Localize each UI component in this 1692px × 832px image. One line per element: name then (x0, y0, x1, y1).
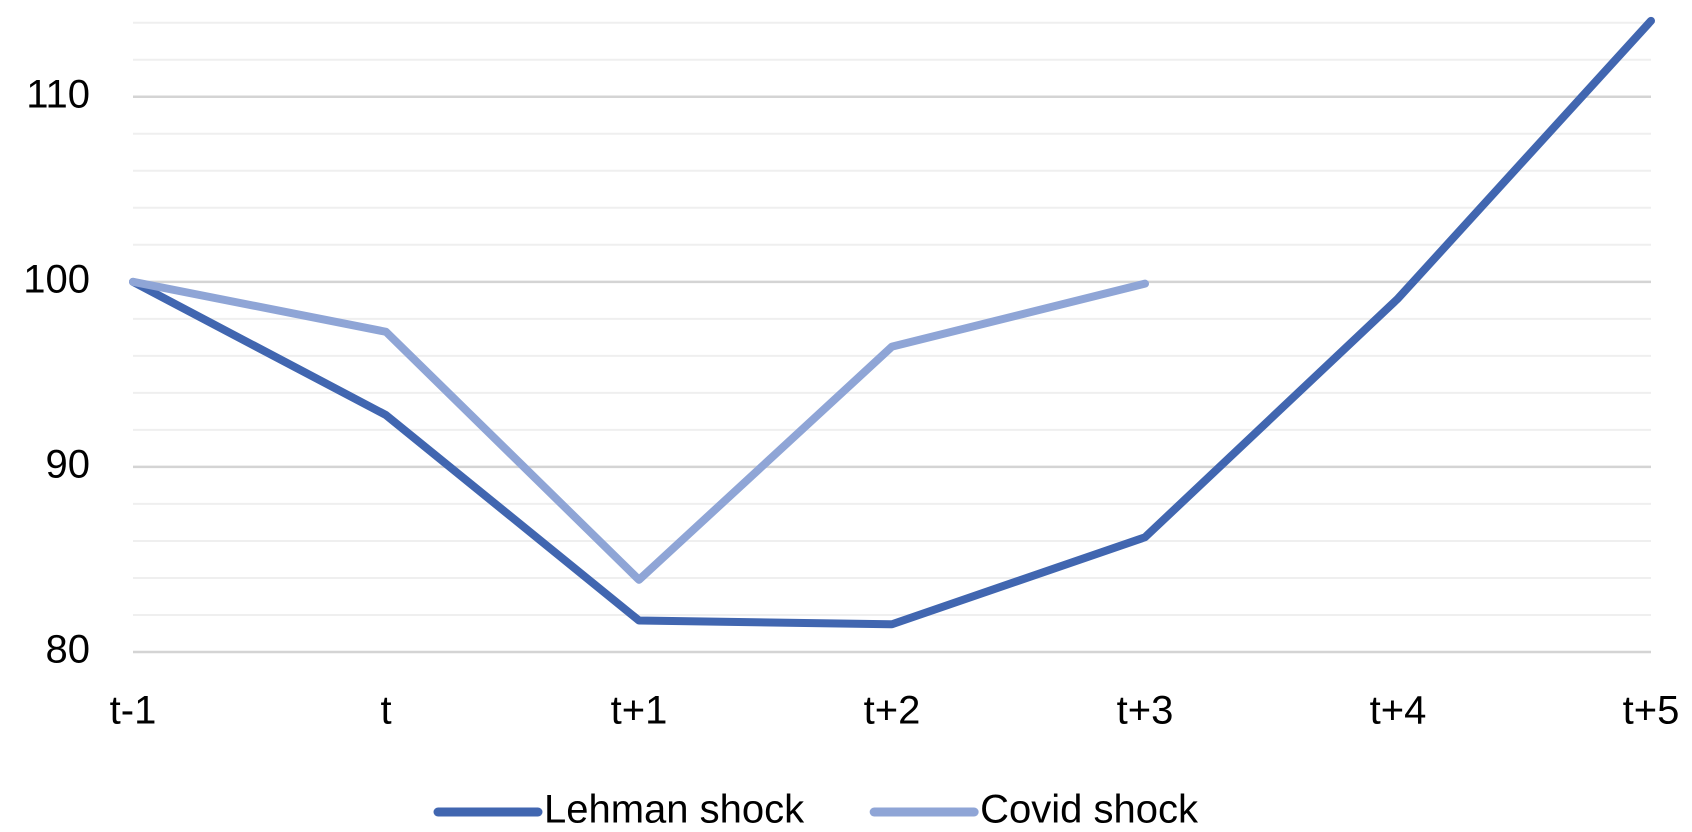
x-tick-label: t+1 (611, 689, 668, 733)
y-tick-label: 80 (46, 628, 91, 672)
x-tick-label: t+4 (1370, 689, 1427, 733)
x-tick-label: t+5 (1623, 689, 1680, 733)
x-tick-label: t-1 (110, 689, 157, 733)
legend-label: Covid shock (980, 788, 1199, 832)
x-tick-label: t+3 (1117, 689, 1174, 733)
legend-label: Lehman shock (544, 788, 805, 832)
y-tick-label: 100 (23, 257, 90, 301)
series-line (129, 16, 1655, 629)
x-tick-label: t+2 (864, 689, 921, 733)
y-tick-label: 90 (46, 442, 91, 486)
x-tick-label: t (380, 689, 391, 733)
series-line (129, 277, 1149, 584)
y-tick-label: 110 (26, 72, 90, 116)
